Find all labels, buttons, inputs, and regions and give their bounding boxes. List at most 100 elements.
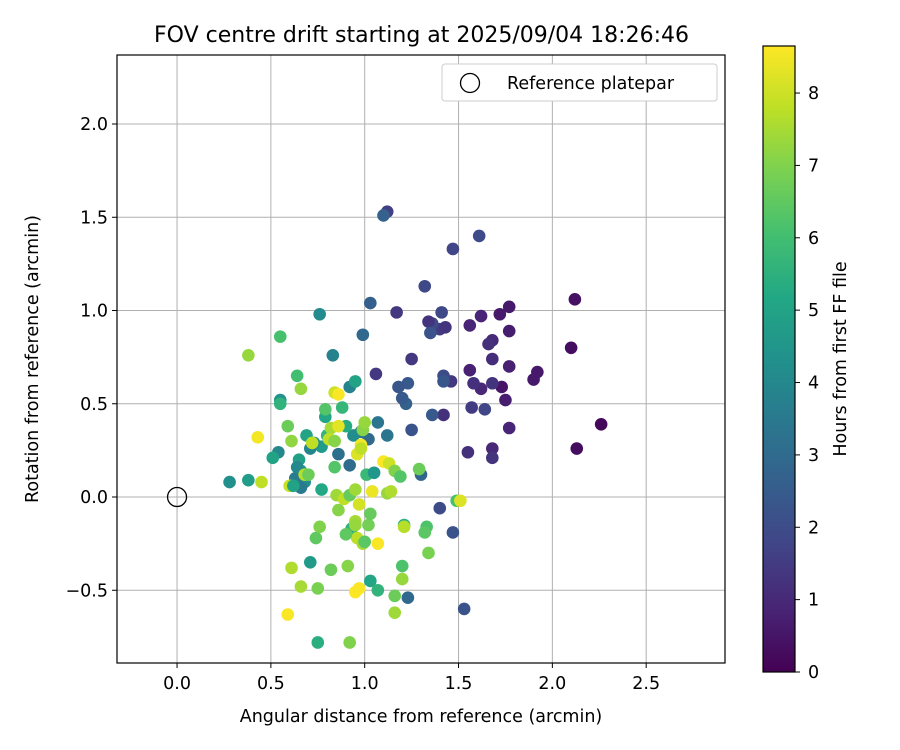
data-point: [493, 307, 507, 321]
data-point: [384, 485, 398, 498]
data-point: [439, 320, 452, 334]
data-point: [502, 360, 516, 373]
data-point: [365, 485, 379, 498]
data-point: [369, 367, 383, 381]
data-point: [395, 391, 409, 405]
data-point: [305, 436, 319, 450]
data-point: [395, 572, 409, 586]
data-point: [356, 328, 370, 342]
x-tick-label: 0.0: [163, 674, 191, 694]
data-point: [311, 636, 325, 649]
data-point: [474, 309, 488, 323]
colorbar-tick-label: 7: [808, 156, 819, 176]
data-point: [422, 315, 435, 328]
data-point: [371, 583, 385, 597]
data-point: [433, 501, 447, 515]
data-point: [287, 479, 300, 493]
data-point: [380, 429, 394, 442]
x-axis-ticks: 0.0 0.5 1.0 1.5 2.0 2.5: [163, 663, 660, 694]
chart-title: FOV centre drift starting at 2025/09/04 …: [154, 23, 689, 48]
data-point: [527, 373, 540, 386]
x-tick-label: 2.5: [632, 674, 660, 694]
data-point: [395, 559, 409, 573]
data-point: [281, 419, 295, 433]
data-point: [499, 393, 512, 407]
x-tick-label: 0.5: [257, 674, 285, 694]
data-point: [371, 416, 385, 429]
data-point: [328, 460, 341, 474]
data-point: [318, 403, 332, 416]
data-point: [502, 421, 516, 435]
data-point: [294, 580, 308, 593]
data-point: [437, 375, 450, 388]
x-tick-label: 1.5: [445, 674, 473, 694]
data-point: [405, 423, 418, 437]
data-point: [349, 518, 362, 532]
data-point: [457, 602, 471, 616]
data-point: [332, 447, 345, 461]
y-axis-ticks: −0.5 0.0 0.5 1.0 1.5 2.0: [66, 115, 117, 601]
y-tick-label: 1.5: [80, 208, 108, 228]
data-point: [343, 459, 356, 472]
y-tick-label: 0.0: [80, 488, 108, 508]
data-point: [364, 296, 377, 310]
data-point: [486, 352, 499, 366]
data-point: [313, 307, 326, 321]
data-point: [446, 526, 460, 539]
data-point: [478, 403, 492, 416]
x-axis-label: Angular distance from reference (arcmin): [240, 707, 603, 727]
data-point: [341, 559, 355, 573]
data-point: [570, 442, 584, 455]
data-point: [315, 483, 328, 496]
data-point: [425, 408, 439, 422]
colorbar-tick-label: 4: [808, 374, 819, 394]
data-point: [388, 589, 402, 603]
colorbar-label: Hours from first FF file: [831, 261, 851, 456]
data-point: [273, 330, 287, 343]
data-point: [435, 306, 448, 319]
data-point: [418, 279, 432, 293]
data-point: [465, 401, 478, 414]
data-point: [502, 324, 516, 338]
data-point: [392, 380, 405, 394]
data-point: [454, 494, 467, 508]
data-point: [326, 348, 340, 362]
data-point: [332, 388, 345, 401]
data-point: [354, 442, 368, 455]
data-point: [422, 546, 435, 560]
data-points: [166, 205, 608, 649]
data-point: [594, 417, 608, 431]
data-point: [343, 636, 356, 649]
data-point: [324, 563, 338, 577]
data-point: [273, 397, 287, 411]
data-point: [394, 470, 407, 483]
x-tick-label: 1.0: [351, 674, 379, 694]
data-point: [377, 209, 390, 222]
data-point: [223, 475, 236, 489]
data-point: [364, 574, 377, 588]
colorbar-tick-label: 5: [808, 301, 819, 321]
reference-marker: [166, 486, 188, 508]
data-point: [446, 242, 460, 256]
data-point: [461, 445, 475, 459]
data-point: [313, 520, 326, 534]
legend-label: Reference platepar: [507, 74, 675, 94]
data-point: [388, 606, 402, 619]
data-point: [303, 555, 317, 569]
y-tick-label: 0.5: [80, 395, 108, 415]
data-point: [463, 363, 477, 377]
colorbar-tick-label: 6: [808, 229, 819, 249]
data-point: [401, 591, 415, 605]
data-point: [285, 434, 298, 448]
data-point: [266, 451, 280, 465]
data-point: [358, 416, 372, 429]
data-point: [328, 434, 341, 448]
data-point: [397, 520, 411, 534]
data-point: [311, 582, 325, 595]
plot-frame: [116, 54, 726, 664]
data-point: [463, 319, 477, 332]
data-point: [486, 442, 499, 455]
data-point: [347, 429, 360, 442]
data-point: [371, 537, 385, 550]
